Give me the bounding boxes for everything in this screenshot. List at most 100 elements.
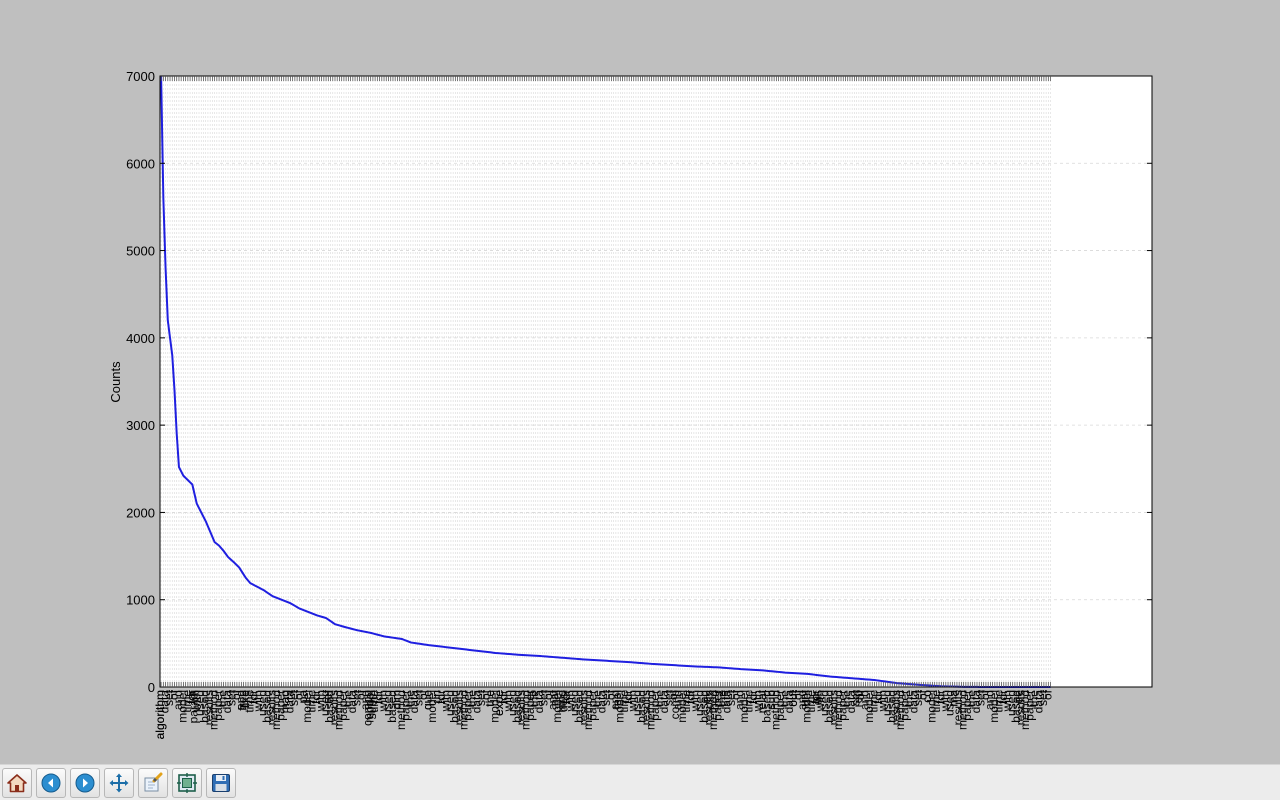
save-button[interactable] bbox=[206, 767, 236, 798]
x-tick-label-visible: dim bbox=[389, 690, 403, 709]
x-tick-label-visible: the bbox=[483, 690, 497, 707]
x-tick-label: paper bbox=[1023, 690, 1037, 721]
y-tick-label-2: 2000 bbox=[126, 505, 155, 520]
x-tick-label: model bbox=[550, 690, 564, 723]
x-tick-label: que bbox=[421, 690, 435, 710]
x-tick-label: model bbox=[862, 690, 876, 723]
x-tick-label: of bbox=[479, 689, 493, 700]
x-tick-label: results bbox=[327, 690, 341, 725]
x-tick-label: set bbox=[537, 689, 551, 706]
x-tick-label: and bbox=[858, 690, 872, 710]
x-tick-label: of bbox=[603, 689, 617, 700]
x-tick-label: model bbox=[800, 690, 814, 723]
x-tick-label: used bbox=[942, 690, 956, 716]
x-tick-label: the bbox=[902, 690, 916, 707]
x-tick-label: set bbox=[1036, 689, 1050, 706]
x-tick-label: based bbox=[447, 690, 461, 723]
y-tick-label-6: 6000 bbox=[126, 156, 155, 171]
zoom-button[interactable] bbox=[138, 767, 168, 798]
x-tick-label: paper bbox=[398, 690, 412, 721]
x-tick-label: the bbox=[483, 690, 497, 707]
x-tick-label: for bbox=[372, 690, 386, 704]
subplots-icon bbox=[177, 772, 197, 793]
zoom-rect-icon bbox=[144, 772, 163, 791]
x-tick-label: results bbox=[639, 690, 653, 725]
x-tick-label: with bbox=[501, 690, 515, 712]
x-tick-label: model bbox=[363, 690, 377, 723]
x-tick-label: set bbox=[911, 689, 925, 706]
x-tick-label: model bbox=[924, 690, 938, 723]
x-tick-label: paper bbox=[523, 690, 537, 721]
x-tick-label-visible: mag bbox=[278, 690, 292, 713]
x-tick-label: with bbox=[563, 690, 577, 712]
x-tick-label: data bbox=[345, 690, 359, 714]
x-tick-label: used bbox=[568, 690, 582, 716]
x-tick-label: paper bbox=[773, 690, 787, 721]
x-tick-label: results bbox=[826, 690, 840, 725]
x-tick-label: time bbox=[617, 690, 631, 713]
x-tick-label: with bbox=[314, 690, 328, 712]
x-tick-label-visible: ref bbox=[320, 689, 334, 704]
configure-subplots-button[interactable] bbox=[172, 767, 202, 798]
x-tick-label: and bbox=[608, 690, 622, 710]
x-tick-label: for bbox=[996, 690, 1010, 704]
y-tick-label-3: 3000 bbox=[126, 418, 155, 433]
x-tick-label: time bbox=[991, 690, 1005, 713]
x-tick-label: used bbox=[630, 690, 644, 716]
x-tick-label: set bbox=[474, 689, 488, 706]
x-tick-label: the bbox=[777, 690, 791, 707]
x-tick-label: out bbox=[786, 689, 800, 706]
x-tick-label: used bbox=[880, 690, 894, 716]
x-tick-label: relat bbox=[755, 689, 769, 713]
x-tick-label: and bbox=[795, 690, 809, 710]
x-tick-label: method bbox=[1018, 690, 1032, 730]
x-tick-label: time bbox=[180, 690, 194, 713]
x-tick-label: for bbox=[184, 690, 198, 704]
x-tick-label: used bbox=[693, 690, 707, 716]
x-tick-label: method bbox=[644, 690, 658, 730]
x-tick-label: time bbox=[367, 690, 381, 713]
home-button[interactable] bbox=[2, 767, 32, 798]
x-tick-label: for bbox=[559, 690, 573, 704]
x-tick-label-visible: subm bbox=[365, 690, 379, 719]
x-tick-label: paper bbox=[960, 690, 974, 721]
x-tick-label: with bbox=[251, 690, 265, 712]
x-tick-label-visible: rep bbox=[851, 690, 865, 708]
x-tick-label: set bbox=[224, 689, 238, 706]
x-tick-label: of bbox=[1040, 689, 1054, 700]
x-tick-label: time bbox=[242, 690, 256, 713]
back-button[interactable] bbox=[36, 767, 66, 798]
x-tick-label: method bbox=[956, 690, 970, 730]
x-tick-label: data bbox=[1031, 690, 1045, 714]
x-tick-label: model bbox=[487, 690, 501, 723]
forward-button[interactable] bbox=[70, 767, 100, 798]
x-tick-label: dim bbox=[389, 690, 403, 709]
x-tick-label: used bbox=[318, 690, 332, 716]
x-tick-label-visible: like bbox=[238, 690, 252, 708]
pan-arrows-icon bbox=[109, 773, 129, 792]
x-tick-label: co bbox=[920, 690, 934, 703]
x-tick-label: and bbox=[233, 690, 247, 710]
x-tick-label: results bbox=[202, 690, 216, 725]
x-tick-label: of bbox=[229, 689, 243, 700]
x-tick-label-visible: ma bbox=[947, 690, 961, 707]
x-tick-label: with bbox=[938, 690, 952, 712]
x-tick-label: results bbox=[265, 690, 279, 725]
x-tick-label: and bbox=[545, 690, 559, 710]
x-tick-label: of bbox=[978, 689, 992, 700]
x-tick-label: for bbox=[434, 690, 448, 704]
x-tick-label: of bbox=[791, 689, 805, 700]
x-tick-label: based bbox=[572, 690, 586, 723]
x-tick-label: based bbox=[822, 690, 836, 723]
x-tick-label-visible: sub bbox=[764, 690, 778, 710]
x-tick-label: method bbox=[768, 690, 782, 730]
pan-button[interactable] bbox=[104, 767, 134, 798]
x-tick-label-visible: unt bbox=[797, 689, 811, 706]
x-tick-label-visible: de bbox=[1011, 690, 1025, 704]
x-tick-label: time bbox=[305, 690, 319, 713]
x-tick-label: time bbox=[804, 690, 818, 713]
x-tick-label: data bbox=[470, 690, 484, 714]
x-tick-label: set bbox=[724, 689, 738, 706]
x-tick-label: data bbox=[907, 690, 921, 714]
x-tick-label: the bbox=[1027, 690, 1041, 707]
